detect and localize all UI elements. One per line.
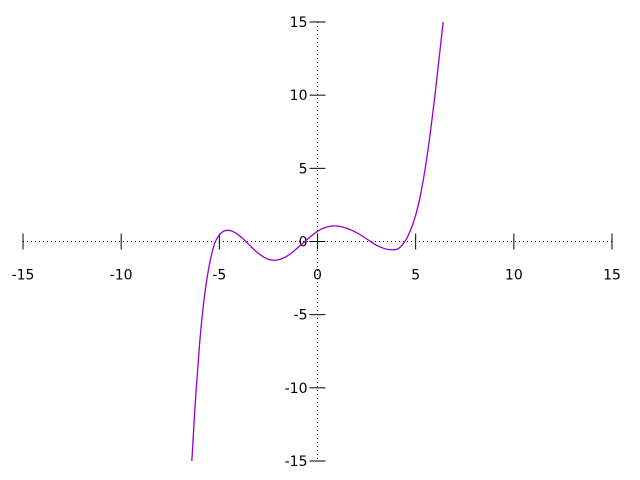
y-tick-label: 15 [290,15,308,31]
x-axis-ticks: -15 -10 -5 0 5 10 15 [12,233,621,284]
x-tick-label: 5 [411,268,420,284]
y-tick-label: 5 [299,161,308,177]
x-tick-label: -10 [110,268,133,284]
x-tick-label: -5 [212,268,226,284]
y-tick-label: -15 [285,454,308,470]
y-tick-label: -10 [285,381,308,397]
series-line [191,21,444,462]
series-layer [191,21,444,462]
y-tick-label: -5 [294,308,308,324]
x-tick-label: 15 [603,268,621,284]
y-tick-label: 10 [290,88,308,104]
x-tick-label: 0 [313,268,322,284]
x-tick-label: -15 [12,268,35,284]
x-tick-label: 10 [505,268,523,284]
y-axis-ticks: -15 -10 -5 5 10 15 0 [285,15,326,470]
